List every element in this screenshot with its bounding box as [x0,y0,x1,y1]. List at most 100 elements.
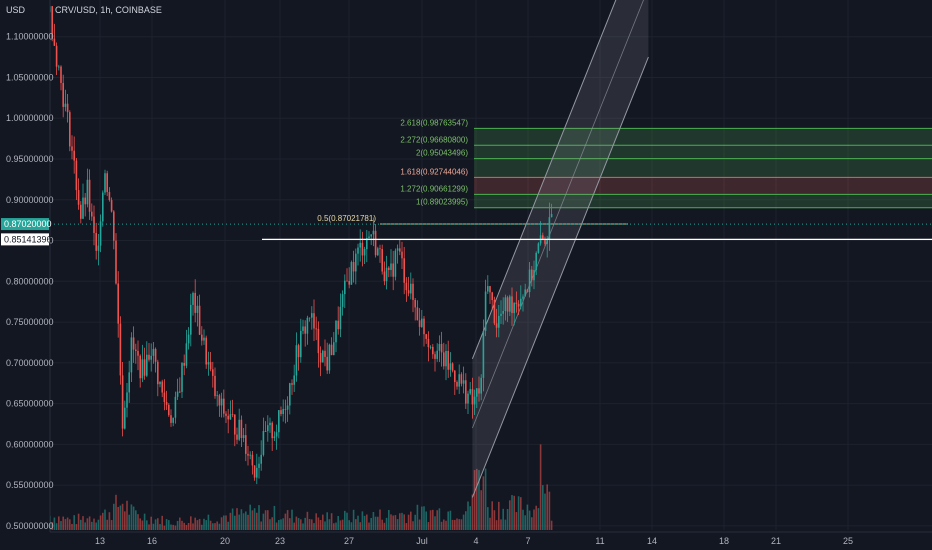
candle-body [513,302,515,314]
candle-body [75,160,78,191]
candle-body [440,343,443,353]
time-tick-label: 4 [473,536,478,546]
candle-body [119,323,122,376]
volume-bar [429,510,432,530]
channel-mid-line[interactable] [472,0,648,429]
fib-band [474,128,932,146]
volume-bar [236,508,238,530]
volume-bar [445,520,447,530]
volume-bar [185,525,188,530]
horizontal-level-tag-label: 0.85141396 [4,234,52,244]
candle-body [458,374,460,387]
candle-body [341,294,344,307]
channel-lower-line[interactable] [471,56,649,498]
volume-bar [176,520,179,530]
horizontal-lines[interactable] [50,223,932,240]
volume-bar [245,511,247,530]
volume-bar [425,511,427,530]
channel-upper-line[interactable] [471,0,648,359]
volume-bar [62,516,64,530]
fib-level-label: 0.5(0.87021781) [317,214,376,223]
volume-bar [502,508,504,530]
candle-body [385,267,388,282]
price-tick-label: 0.80000000 [6,276,54,286]
candle-body [159,381,161,385]
candle-body [130,337,133,373]
volume-bar [71,523,73,530]
candle-body [526,289,529,293]
candle-body [429,346,432,348]
volume-bar [267,510,269,530]
time-tick-label: 21 [771,536,781,546]
volume-bar [500,519,502,530]
volume-bar [469,506,471,530]
volume-bar [157,518,159,530]
volume-bar [278,520,280,530]
volume-bar [280,519,282,530]
volume-bar [363,515,366,530]
candle-body [165,402,168,405]
volume-bar [374,516,377,530]
volume-bar [286,510,289,530]
candle-body [465,380,467,404]
candle-body [374,230,377,256]
volume-bar [403,514,405,530]
volume-bar [234,515,236,530]
candle-body [139,355,141,379]
candle-body [194,292,196,313]
candle-body [152,348,155,356]
volume-bar [187,523,190,530]
candle-body [535,252,537,270]
parallel-channel[interactable] [471,0,649,498]
volume-bar [231,508,234,530]
volume-bar [269,519,271,530]
volume-bar [379,509,381,530]
volume-bar [247,514,249,530]
candle-body [416,307,419,321]
volume-bar [322,514,324,530]
candle-body [317,328,320,354]
candle-body [359,242,361,248]
volume-bar [115,494,117,530]
candle-body [394,250,397,277]
price-tick-label: 0.95000000 [6,154,54,164]
volume-bar [141,520,144,530]
candle-body [113,211,115,241]
candle-body [240,419,243,438]
volume-bar [97,519,100,530]
volume-bar [174,525,177,530]
volume-bar [130,504,133,530]
time-tick-label: Jul [416,536,428,546]
candle-body [238,419,240,440]
volume-bar [75,524,78,530]
candle-body [381,249,383,272]
candle-body [223,398,225,414]
candle-body [390,263,392,270]
candle-body [280,410,282,415]
candle-body [141,359,144,379]
candle-body [132,337,135,350]
time-axis[interactable]: 13 16 20 23 27 Jul 4 7 11 14 18 21 25 [50,531,932,550]
fib-band [474,158,932,178]
candle-body [88,179,91,212]
candle-body [150,355,152,360]
volume-bar [148,524,150,530]
candle-body [478,388,480,394]
price-axis[interactable]: 1.10000000 1.05000000 1.00000000 0.95000000… [0,0,54,550]
candle-body [135,349,137,351]
candle-body [293,375,295,385]
candle-body [548,217,551,240]
volume-bar [212,523,214,530]
price-tick-label: 0.50000000 [6,521,54,531]
candle-body [368,236,370,238]
candle-body [104,173,106,193]
volume-bar [165,519,168,530]
fib-extension[interactable]: 0.5(0.87021781) 1(0.89023995) 1.272(0.9066… [317,118,932,225]
volume-bar [271,517,273,530]
candle-body [99,221,102,246]
volume-bar [458,519,460,530]
volume-bar [506,509,509,530]
candle-body [174,396,177,418]
candle-body [456,382,458,387]
